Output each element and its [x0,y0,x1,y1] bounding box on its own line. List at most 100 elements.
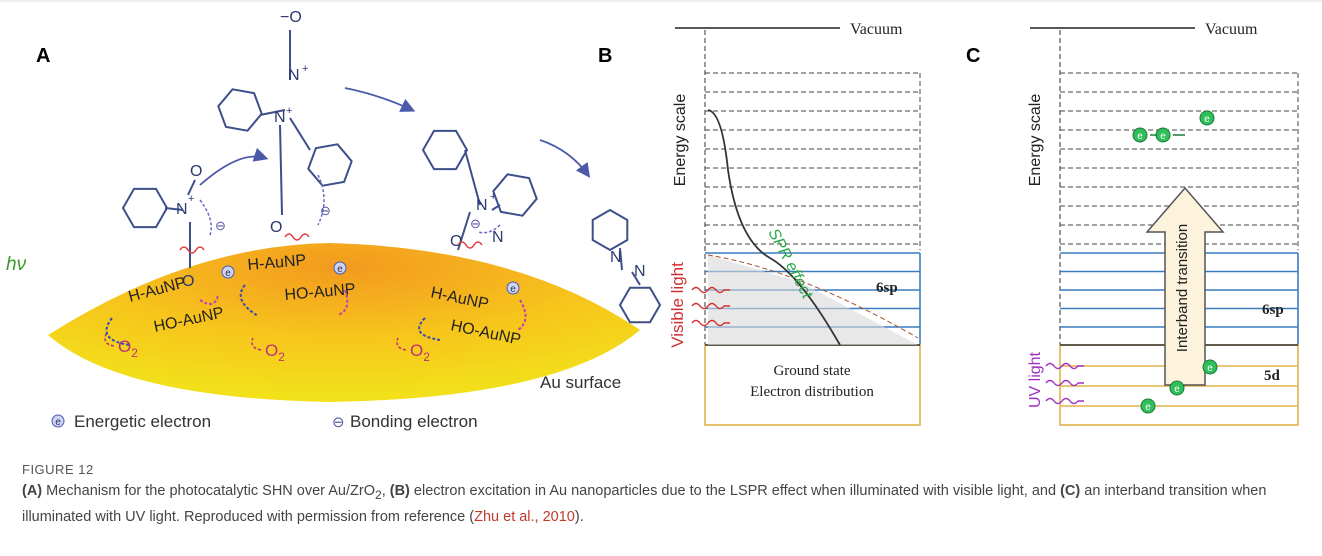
caption-segment: , [381,483,390,499]
shift-curve [707,254,919,339]
electron-symbol: e [510,284,516,295]
electron-symbol: e [1207,363,1213,374]
ground-label: Ground state [773,363,850,379]
panel-label: C [966,45,980,67]
o2-base: O [265,341,278,360]
electron [1169,380,1185,396]
panel-c: Vacuum Energy scale Interband transition 6s… [1027,21,1299,426]
cycle-arrow [418,317,441,341]
benzene-ring [217,88,263,132]
energetic-electron [333,261,347,275]
caption-segment: (C) [1060,483,1081,499]
au-surface-shape [48,243,640,402]
caption-segment: (A) [22,483,43,499]
caption-segment: ). [574,508,584,525]
o2-label: O2 [265,341,285,364]
atom-label: O [182,273,194,290]
benzene-ring [307,143,353,187]
energetic-electron [506,281,520,295]
light-wave [691,302,730,310]
o2-sub: 2 [131,346,138,360]
light-wave [691,319,730,327]
transition-arrow [1145,186,1225,386]
figure-number: FIGURE 12 [22,462,94,477]
bond-break [179,246,205,254]
excited-region [708,255,918,345]
benzene-ring [121,187,169,229]
atom-label: + [286,105,292,117]
distribution-curve [707,109,841,346]
bond [491,204,501,211]
atom-label: N [476,197,488,214]
caption-segment: electron excitation in Au nanoparticles … [409,483,1061,499]
atom-label: N [634,263,646,280]
caption-segment: an interband transition when illuminated… [22,483,1267,525]
bond [289,117,311,151]
surface-label: Au surface [540,373,621,392]
caption-segment[interactable]: Zhu et al., 2010 [474,508,575,525]
o2-arrow [251,337,262,351]
atom-label: + [302,63,308,75]
electron-path [477,224,501,234]
panel-label: B [598,45,612,67]
bonding-electron: ⊖ [470,216,481,231]
light-label: UV light [1027,351,1044,408]
bond [464,149,481,206]
cycle-arrow [239,284,259,317]
transition-label: Interband transition [1174,224,1191,352]
o2-base: O [118,337,131,356]
energetic-electron [221,265,235,279]
o2-base: O [410,341,423,360]
caption-segment: Mechanism for the photocatalytic SHN ove… [42,483,375,499]
bond [619,247,623,271]
cycle-arrow [199,294,219,305]
electron-symbol: e [225,268,231,279]
electron [1140,398,1156,414]
atom-label: N [288,67,300,84]
benzene-ring [492,173,538,217]
bonding-electron: ⊖ [215,218,226,233]
light-label: Visible light [668,262,687,348]
light-wave [691,286,730,294]
electron-symbol: e [1160,131,1166,142]
atom-label: N [610,249,622,266]
electron [1199,110,1215,126]
atom-label: N [274,109,286,126]
energy-scale-label: Energy scale [672,94,689,187]
atom-label: N [176,201,188,218]
benzene-ring [591,208,629,252]
light-wave [1045,379,1084,387]
band-label: 6sp [876,280,898,296]
electron-symbol: e [1145,402,1151,413]
legend-marker [51,414,65,428]
atom-label: O [190,163,202,180]
bonding-electron: ⊖ [320,203,331,218]
o2-arrow [104,333,115,347]
o2-arrow [396,337,407,351]
band-label: 5d [1264,368,1281,384]
legend-symbol: ⊖ [332,414,345,431]
bond-break [457,241,483,249]
electron-path [199,199,212,236]
bond [631,271,641,286]
benzene-ring [421,129,469,171]
figure-caption: (A) Mechanism for the photocatalytic SHN… [22,480,1302,528]
bond [164,207,184,211]
hv-label: hν [6,254,27,275]
o2-label: O2 [410,341,430,364]
atom-label: O [450,233,462,250]
panel-label: A [36,45,50,67]
atom-label: + [188,193,194,205]
reaction-arrow [539,139,591,178]
bond-break [284,233,310,241]
electron [1202,359,1218,375]
light-wave [1045,362,1084,370]
legend-symbol: e [55,417,61,428]
ho-aunp-label: HO-AuNP [284,281,356,304]
reaction-arrow [344,87,416,112]
o2-label: O2 [118,337,138,360]
atom-label: N [492,229,504,246]
vacuum-label: Vacuum [1205,21,1258,38]
